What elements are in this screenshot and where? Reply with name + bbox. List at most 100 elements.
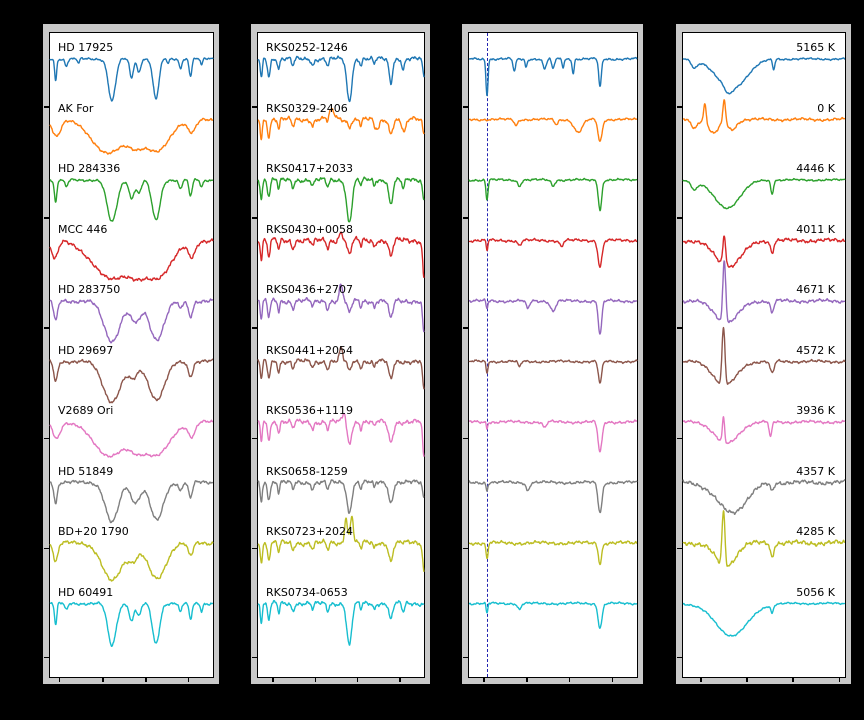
spectrum-line-4011-k [682, 235, 846, 268]
spectrum-line-p3-row5 [468, 298, 638, 335]
spectrum-line-v2689-ori [49, 419, 214, 458]
series-label: 4446 K [796, 162, 835, 175]
series-label: 3936 K [796, 404, 835, 417]
series-label: 4011 K [796, 222, 835, 236]
series-label: RKS0436+2707 [266, 283, 354, 296]
wavelength-marker-line [486, 33, 488, 677]
series-label: BD+20 1790 [58, 525, 129, 538]
y-axis-tick [462, 656, 468, 659]
x-axis-tick [187, 677, 190, 682]
spectrum-line-hd-284336 [49, 178, 214, 222]
x-axis-tick [611, 677, 614, 682]
spectrum-line-4357-k [682, 478, 846, 515]
series-label: HD 51849 [58, 464, 114, 478]
series-label: HD 29697 [58, 343, 114, 357]
y-axis-tick [676, 438, 682, 440]
spectrum-line-0-k [682, 99, 846, 134]
spectrum-line-4285-k [682, 510, 846, 567]
x-axis-tick [792, 677, 794, 682]
series-label: HD 17925 [58, 41, 114, 54]
x-axis-tick [59, 677, 61, 682]
spectrum-line-p3-row6 [468, 359, 638, 384]
spectrum-line-p3-row8 [468, 479, 638, 514]
series-label: 4572 K [796, 343, 835, 357]
y-axis-tick [251, 327, 257, 329]
y-axis-tick [676, 547, 682, 549]
series-label: 0 K [817, 101, 835, 115]
y-axis-tick [43, 547, 49, 549]
panel-rks-targets: RKS0252-1246 RKS0329-2406 RKS0417+2033 RKS0… [251, 24, 430, 684]
series-label: AK For [58, 101, 94, 115]
y-axis-tick [462, 547, 468, 549]
series-label: 4285 K [796, 525, 835, 538]
y-axis-tick [676, 217, 682, 219]
y-axis-tick [251, 438, 257, 440]
series-label: RKS0430+0058 [266, 222, 354, 236]
spectrum-line-bd-20-1790 [49, 540, 214, 582]
spectrum-line-hd-17925 [49, 57, 214, 102]
y-axis-tick [251, 656, 257, 659]
y-axis-tick [462, 217, 468, 219]
spectrum-line-5165-k [682, 57, 846, 95]
x-axis-tick [569, 677, 571, 682]
spectrum-line-rks0417-2033 [257, 176, 425, 223]
y-axis-tick [676, 656, 682, 659]
panel-named-stars: HD 17925 AK For HD 284336 MCC 446 HD 283750 H… [43, 24, 219, 684]
series-label: RKS0723+2024 [266, 525, 354, 538]
y-axis-tick [462, 106, 468, 108]
spectrum-line-rks0430-0058 [257, 231, 425, 279]
spectrum-line-p3-row1 [468, 56, 638, 97]
spectrum-line-p3-row7 [468, 419, 638, 453]
series-label: HD 283750 [58, 283, 121, 296]
spectrum-line-ak-for [49, 117, 214, 155]
y-axis-tick [43, 327, 49, 329]
series-label: 5056 K [796, 585, 835, 599]
spectrum-line-p3-row9 [468, 539, 638, 566]
x-axis-tick [838, 677, 841, 682]
spectrum-line-3936-k [682, 416, 846, 445]
series-label: HD 60491 [58, 585, 114, 599]
series-label: 4357 K [796, 464, 835, 478]
spectrum-line-rks0252-1246 [257, 55, 425, 103]
spectrum-line-hd-29697 [49, 358, 214, 404]
x-axis-tick [272, 677, 274, 682]
spectrum-line-mcc-446 [49, 238, 214, 282]
y-axis-tick [251, 547, 257, 549]
series-label: RKS0417+2033 [266, 162, 354, 175]
panel-marked-line-region [462, 24, 643, 684]
x-axis-tick [526, 677, 528, 682]
series-label: RKS0329-2406 [266, 101, 348, 115]
y-axis-tick [251, 217, 257, 219]
y-axis-tick [462, 438, 468, 440]
spectrum-line-p3-row2 [468, 117, 638, 142]
y-axis-tick [43, 438, 49, 440]
series-label: RKS0252-1246 [266, 41, 348, 54]
spectrum-line-rks0536-1119 [257, 412, 425, 457]
panel-temperature-models: 5165 K 0 K 4446 K 4011 K 4671 K 4572 K 3936 K 4… [676, 24, 851, 684]
series-label: 5165 K [796, 41, 835, 54]
y-axis-tick [251, 106, 257, 108]
y-axis-tick [43, 656, 49, 659]
plot-area-rks-targets: RKS0252-1246 RKS0329-2406 RKS0417+2033 RKS0… [251, 32, 425, 682]
series-label: RKS0658-1259 [266, 464, 348, 478]
spectrum-line-4446-k [682, 177, 846, 210]
x-axis-tick [746, 677, 748, 682]
y-axis-tick [462, 327, 468, 329]
spectrum-line-p3-row3 [468, 177, 638, 212]
spectrum-line-rks0723-2024 [257, 515, 425, 572]
x-axis-tick [700, 677, 702, 682]
spectrum-line-4671-k [682, 260, 846, 324]
x-axis-tick [314, 677, 316, 682]
spectra-canvas [257, 55, 425, 646]
plot-area-named-stars: HD 17925 AK For HD 284336 MCC 446 HD 283750 H… [43, 32, 214, 682]
y-axis-tick [43, 106, 49, 108]
y-axis-tick [43, 217, 49, 219]
spectrum-line-5056-k [682, 601, 846, 637]
spectra-canvas [682, 57, 846, 637]
spectrum-line-hd-51849 [49, 479, 214, 524]
spectrum-line-rks0658-1259 [257, 479, 425, 514]
spectrum-line-p3-row4 [468, 237, 638, 268]
spectrum-line-rks0734-0653 [257, 599, 425, 646]
spectrum-line-4572-k [682, 326, 846, 385]
